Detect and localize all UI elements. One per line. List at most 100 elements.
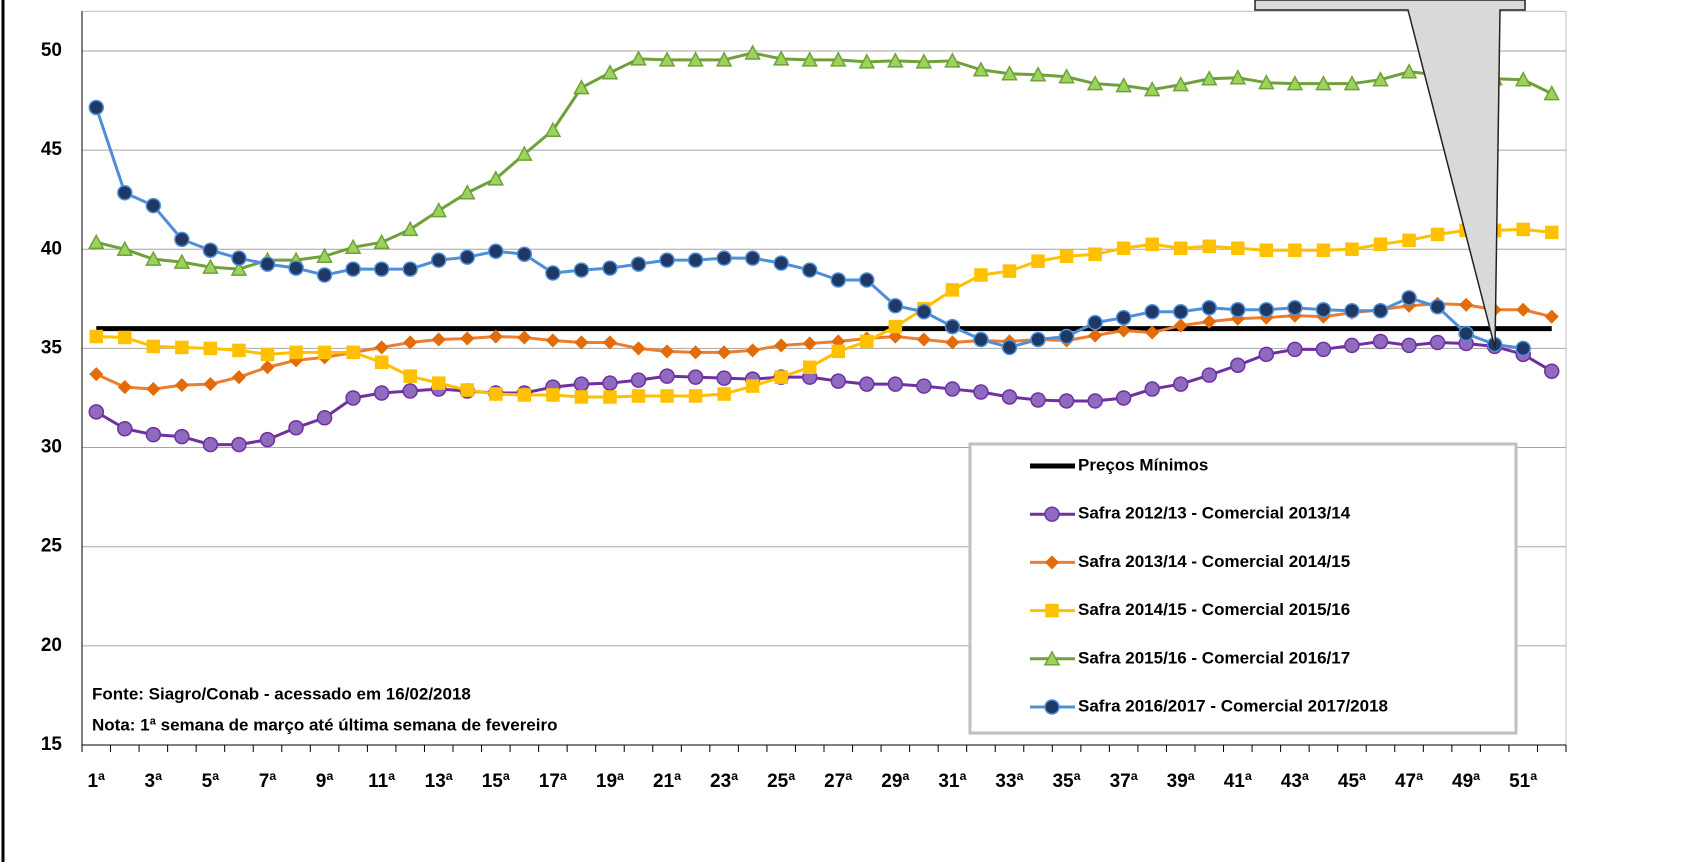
data-point (830, 272, 847, 288)
data-point (602, 260, 618, 276)
data-point (174, 231, 190, 248)
data-point (687, 51, 704, 67)
data-point (260, 360, 275, 375)
legend-marker (1044, 506, 1060, 522)
data-point (888, 319, 903, 334)
x-tick-label: 9ª (316, 771, 335, 792)
data-point (345, 261, 361, 277)
data-point (1115, 309, 1132, 326)
data-point (1088, 328, 1103, 343)
data-point (1201, 70, 1218, 86)
data-point (1173, 318, 1188, 333)
data-point (1058, 328, 1075, 345)
data-point (1286, 75, 1304, 91)
data-point (1514, 71, 1532, 87)
x-tick-label: 37ª (1110, 771, 1139, 792)
data-point (1401, 337, 1417, 354)
data-point (1031, 254, 1045, 268)
data-point (631, 341, 646, 356)
series-line (95, 302, 1553, 391)
data-point (487, 170, 505, 186)
legend-marker (1045, 603, 1059, 618)
data-point (117, 380, 132, 395)
data-point (603, 390, 617, 404)
data-point (1429, 299, 1446, 315)
data-point (1288, 243, 1302, 257)
data-point (1172, 376, 1189, 392)
data-point (1372, 333, 1389, 350)
data-point (688, 389, 703, 403)
annotation: Fonte: Siagro/Conab - acessado em 16/02/… (92, 684, 471, 703)
data-point (1115, 77, 1132, 93)
data-point (1315, 301, 1332, 318)
data-point (887, 52, 904, 68)
data-point (1202, 239, 1217, 254)
data-point (715, 51, 733, 67)
data-point (402, 383, 418, 399)
x-tick-label: 39ª (1167, 771, 1196, 792)
x-tick-label: 41ª (1224, 771, 1253, 792)
data-point (1258, 346, 1275, 363)
x-tick-label: 15ª (482, 771, 511, 792)
data-point (401, 220, 419, 237)
legend-marker (1044, 555, 1060, 570)
x-tick-label: 29ª (881, 771, 910, 792)
data-point (1343, 75, 1361, 91)
data-point (945, 283, 960, 297)
y-tick-label: 30 (41, 437, 62, 458)
data-point (802, 360, 817, 374)
data-point (488, 329, 503, 344)
x-tick-label: 11ª (368, 771, 396, 792)
data-point (860, 334, 874, 349)
data-point (574, 390, 589, 404)
data-point (118, 330, 132, 345)
data-point (1316, 243, 1331, 257)
data-point (1145, 325, 1160, 340)
x-tick-label: 43ª (1281, 771, 1310, 792)
data-point (772, 50, 790, 66)
series-line (96, 227, 1552, 399)
data-point (602, 335, 618, 350)
data-point (1087, 314, 1103, 331)
data-point (1201, 367, 1218, 383)
data-point (202, 258, 219, 274)
data-point (716, 250, 732, 266)
data-point (631, 389, 646, 403)
x-tick-label: 45ª (1338, 771, 1367, 792)
data-point (1058, 68, 1075, 84)
data-point (88, 99, 105, 116)
data-point (431, 332, 446, 347)
data-point (659, 368, 675, 384)
data-point (1459, 297, 1474, 312)
data-point (203, 377, 218, 392)
x-tick-label: 47ª (1395, 771, 1424, 792)
data-point (573, 376, 590, 392)
x-tick-label: 25ª (767, 771, 796, 792)
data-point (973, 331, 989, 348)
data-point (288, 260, 304, 276)
data-point (545, 265, 561, 281)
data-point (317, 345, 332, 360)
data-point (373, 261, 390, 277)
data-point (1372, 302, 1389, 319)
data-point (145, 426, 162, 443)
legend-label: Safra 2016/2017 - Comercial 2017/2018 (1078, 696, 1388, 715)
data-point (659, 252, 675, 268)
data-point (859, 376, 875, 392)
plot-area: 15 20 25 30 35 40 45 50 1ª 3ª 5ª 7ª 9ª 11ª 13ª 15ª 17ª 19… (41, 10, 1567, 792)
x-tick-label: 13ª (425, 771, 454, 792)
data-point (972, 61, 990, 77)
legend-marker (1043, 650, 1061, 666)
data-point (173, 253, 191, 269)
data-point (573, 79, 590, 95)
data-point (1430, 227, 1445, 242)
data-point (1229, 69, 1247, 85)
x-tick-label: 49ª (1452, 771, 1481, 792)
x-tick-label: 51ª (1509, 771, 1538, 792)
data-point (488, 243, 504, 259)
data-point (1115, 390, 1132, 406)
data-point (660, 389, 674, 403)
data-point (601, 64, 619, 80)
legend-label: Safra 2014/15 - Comercial 2015/16 (1078, 600, 1350, 619)
data-point (1086, 75, 1104, 91)
